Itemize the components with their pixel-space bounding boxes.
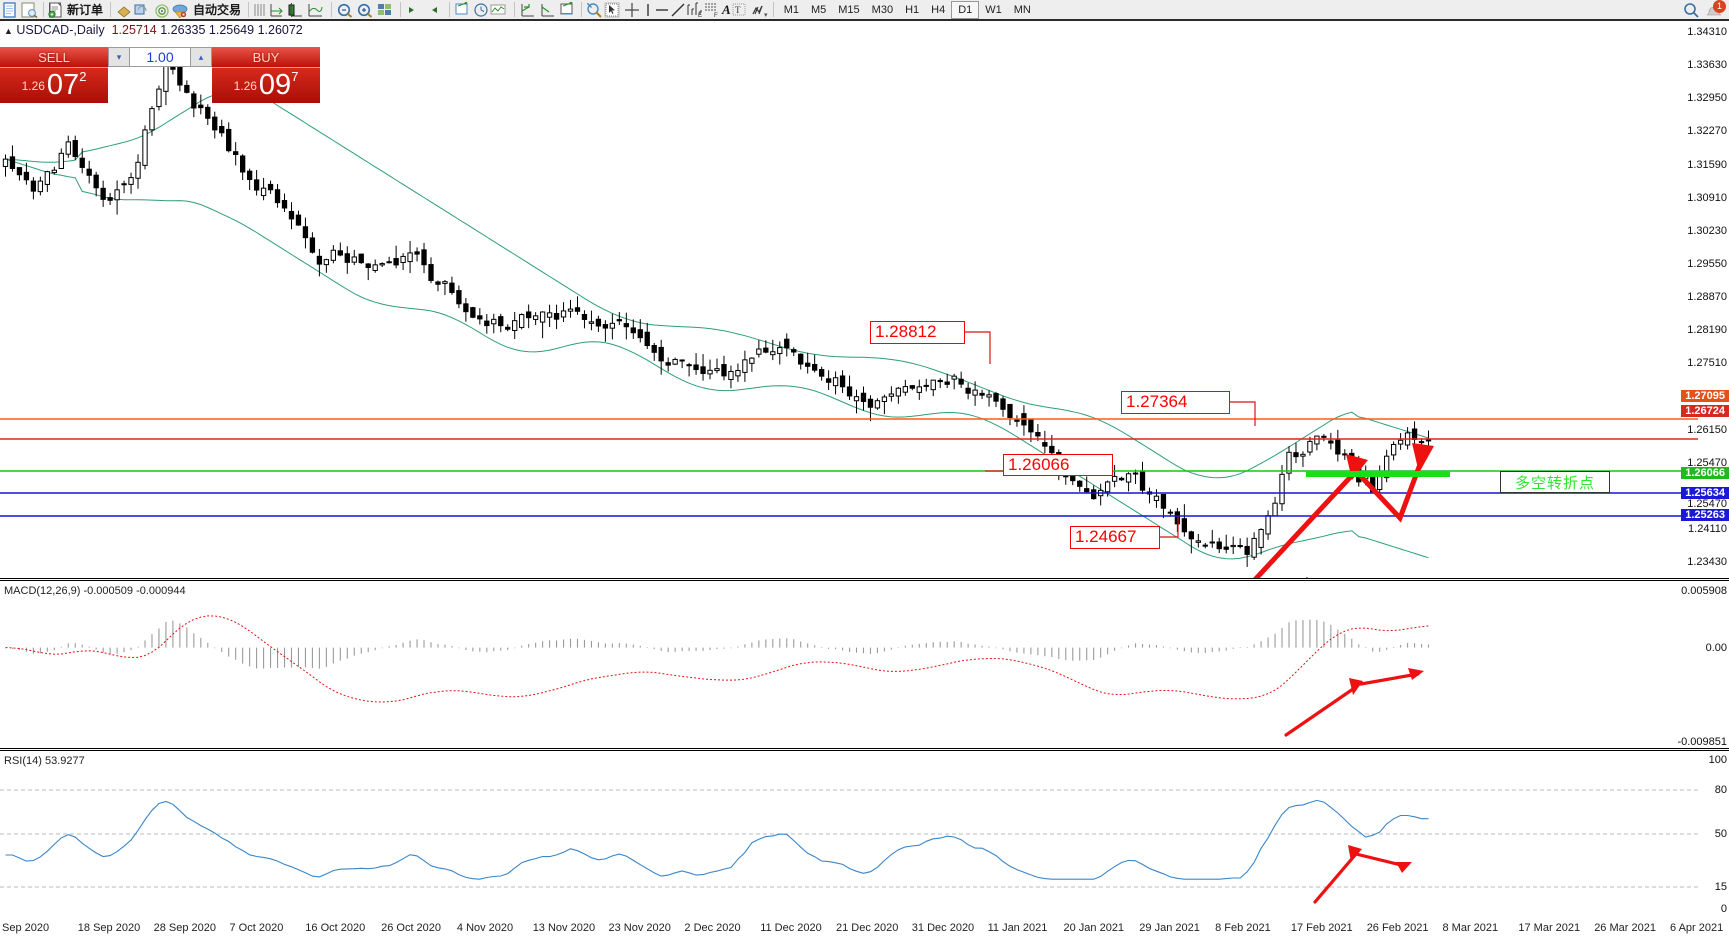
svg-text:T: T [735,5,741,15]
svg-text:▾: ▾ [764,12,768,18]
svg-text:E: E [698,13,702,18]
svg-text:F: F [714,13,718,18]
